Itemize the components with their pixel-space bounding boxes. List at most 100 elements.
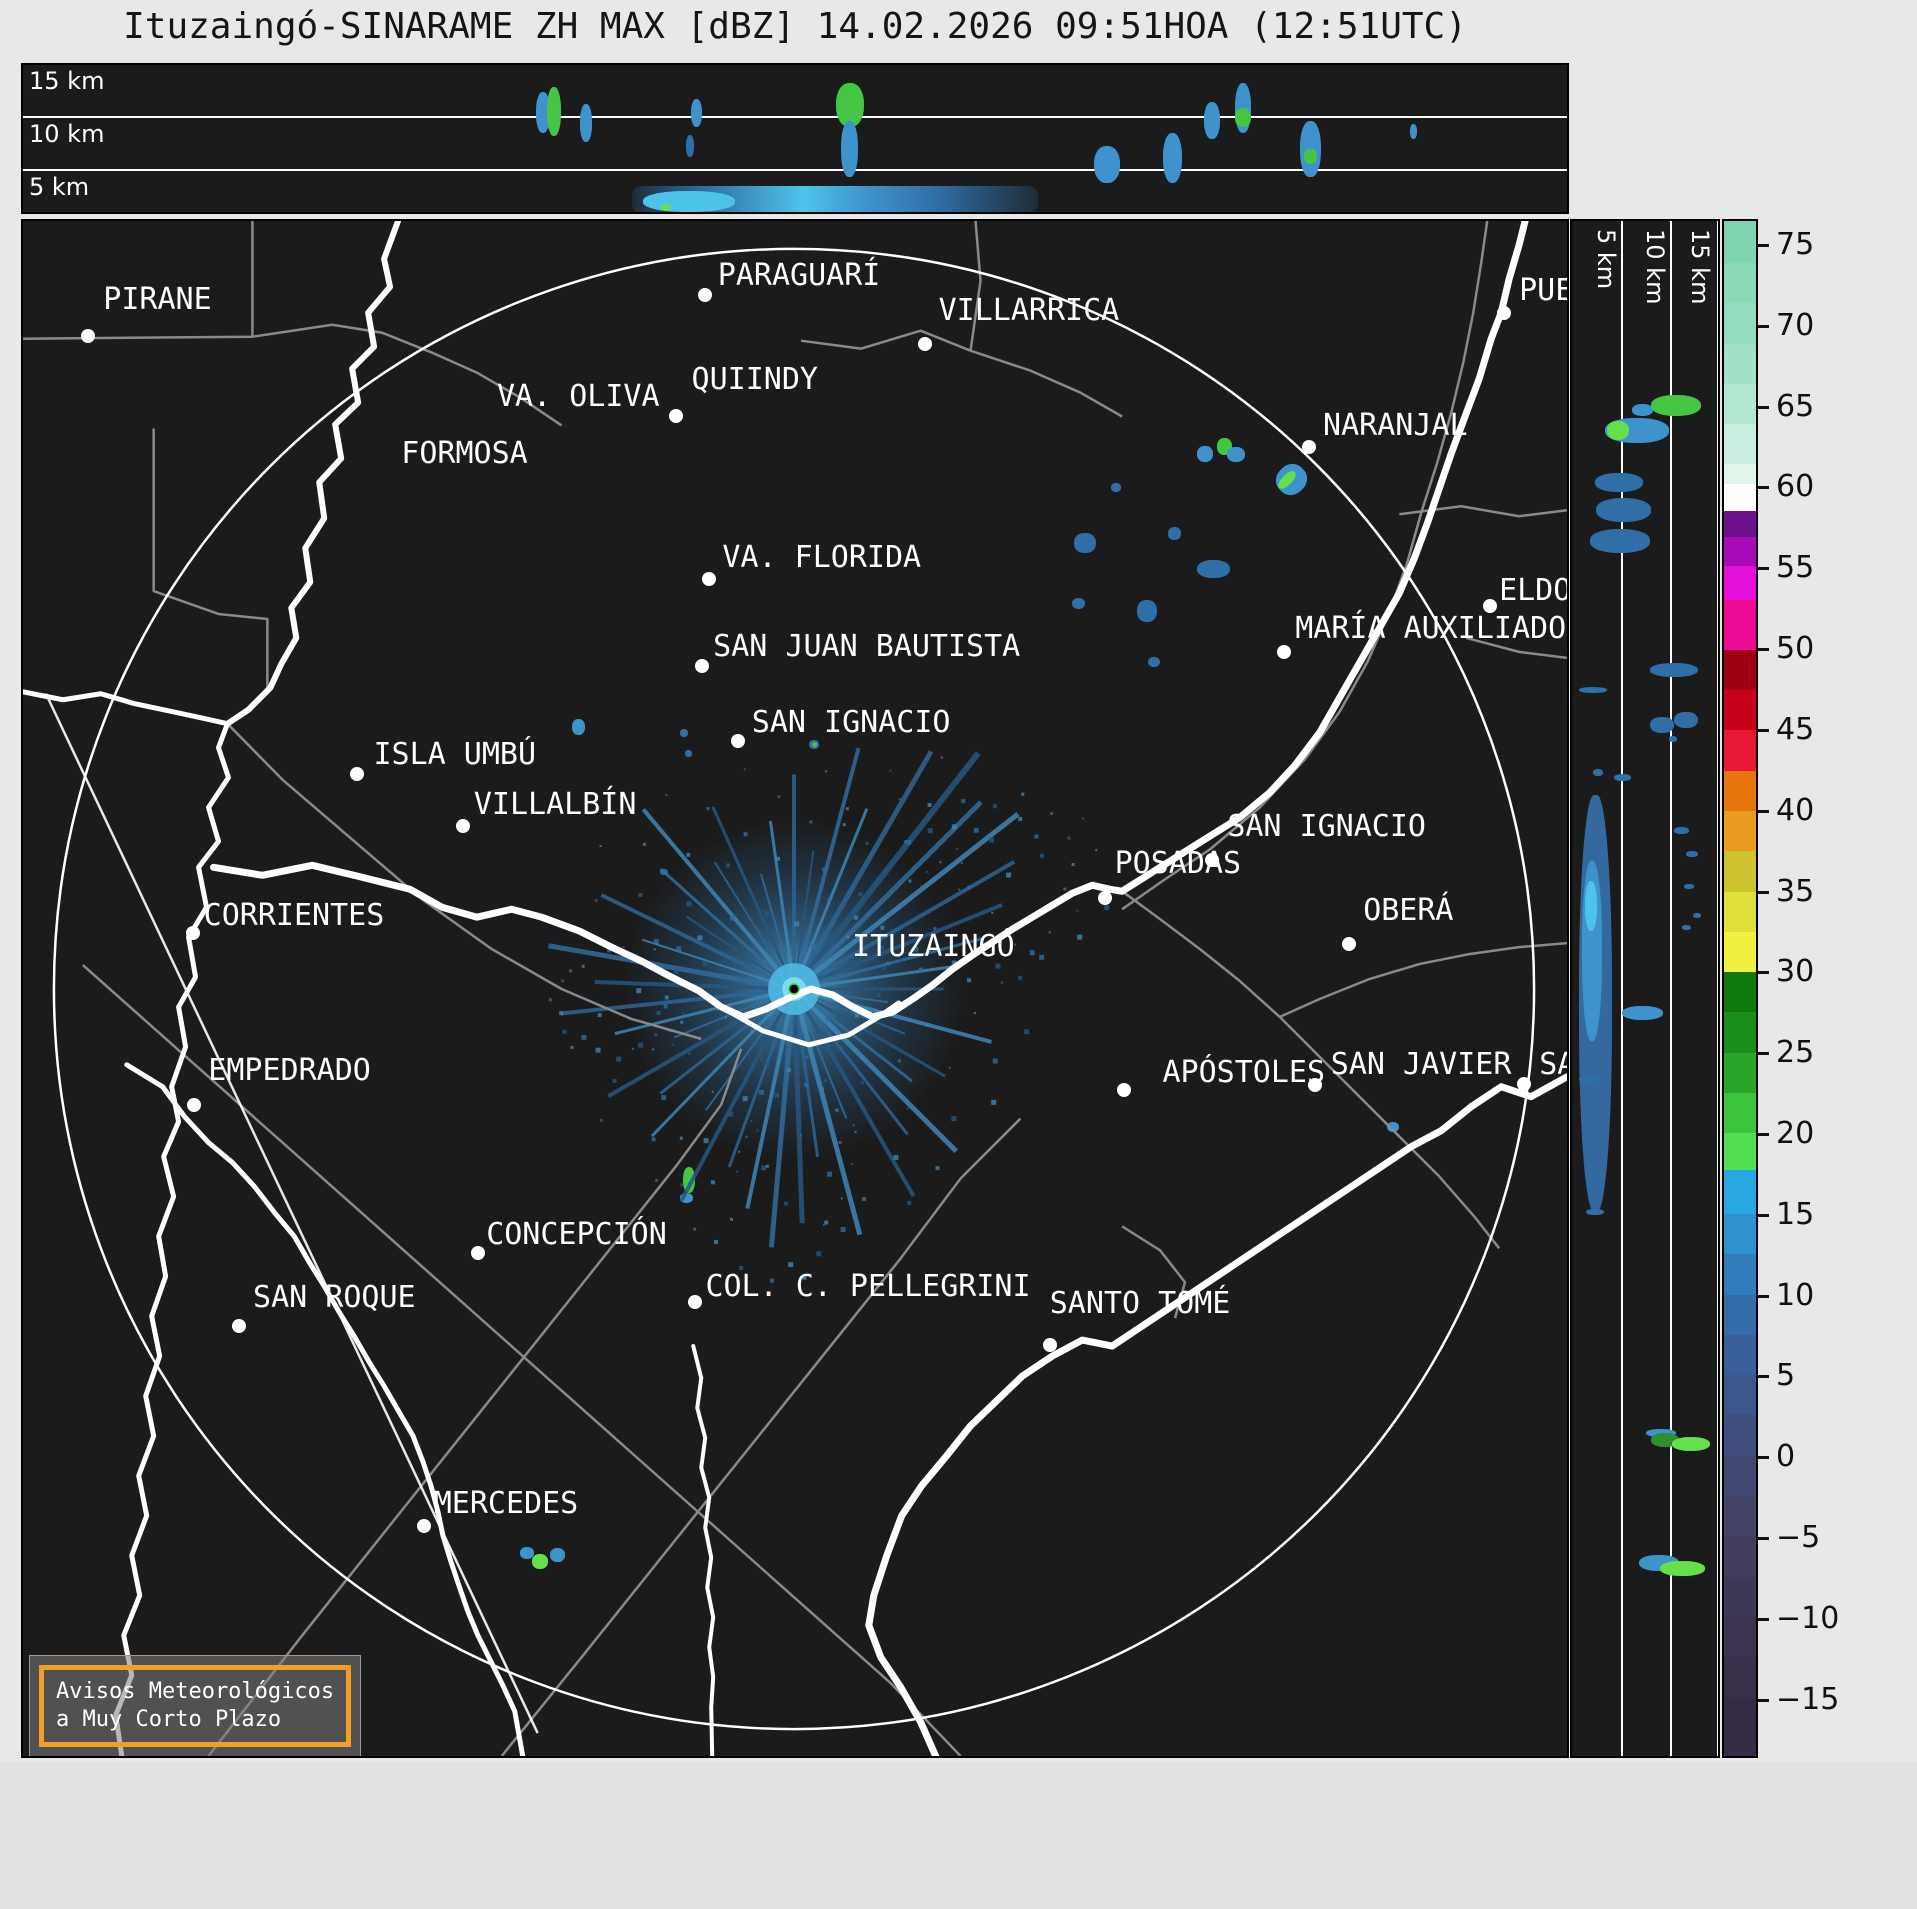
colorbar-tick-label: 55 bbox=[1776, 549, 1815, 585]
colorbar-segment bbox=[1724, 1170, 1756, 1214]
city-dot bbox=[456, 818, 471, 833]
radar-echo-cell bbox=[1651, 395, 1701, 416]
colorbar-segment bbox=[1724, 383, 1756, 425]
altitude-line-5km bbox=[23, 169, 1567, 171]
city-label: FORMOSA bbox=[401, 435, 528, 471]
colorbar-segment bbox=[1724, 810, 1756, 852]
radar-echo-cell bbox=[1094, 146, 1120, 183]
colorbar-segment bbox=[1724, 1536, 1756, 1577]
radar-echo-cell bbox=[1304, 149, 1317, 164]
city-label: ELDORADO bbox=[1499, 572, 1569, 608]
radar-site-marker bbox=[788, 983, 800, 995]
colorbar-segment bbox=[1724, 511, 1756, 537]
colorbar-segment bbox=[1724, 972, 1756, 1013]
city-label: OBERÁ bbox=[1363, 893, 1454, 929]
colorbar-tick bbox=[1758, 1294, 1769, 1298]
warning-text-line2: a Muy Corto Plazo bbox=[56, 1707, 282, 1732]
radar-echo-cell bbox=[685, 750, 692, 757]
altitude-label-5km-v: 5 km bbox=[1592, 229, 1620, 290]
colorbar-tick bbox=[1758, 809, 1769, 813]
colorbar-tick bbox=[1758, 1132, 1769, 1136]
colorbar-segment bbox=[1724, 1415, 1756, 1456]
colorbar-tick bbox=[1758, 324, 1769, 328]
city-label: VA. OLIVA bbox=[497, 379, 660, 415]
city-label: SAN IGNACIO bbox=[751, 704, 951, 740]
weather-warning-box: Avisos Meteorológicos a Muy Corto Plazo bbox=[29, 1655, 361, 1756]
radar-echo-cell bbox=[1607, 421, 1629, 440]
colorbar-tick bbox=[1758, 1456, 1769, 1460]
city-dot bbox=[917, 336, 932, 351]
radar-echo-cell bbox=[1590, 529, 1650, 553]
colorbar-segment bbox=[1724, 1093, 1756, 1134]
colorbar-segment bbox=[1724, 1213, 1756, 1255]
radar-echo-cell bbox=[1168, 527, 1181, 540]
colorbar-tick-label: 35 bbox=[1776, 873, 1815, 909]
colorbar-segment bbox=[1724, 424, 1756, 465]
radar-echo-cell bbox=[1682, 925, 1691, 930]
radar-echo-cell bbox=[1684, 884, 1694, 889]
colorbar-segment bbox=[1724, 483, 1756, 512]
colorbar-tick bbox=[1758, 1052, 1769, 1056]
city-label: MERCEDES bbox=[433, 1485, 579, 1521]
city-dot bbox=[1516, 1076, 1531, 1091]
radar-echo-cell bbox=[520, 1547, 534, 1559]
colorbar-segment bbox=[1724, 1697, 1756, 1756]
city-dot bbox=[1098, 890, 1113, 905]
dbz-colorbar-ticks: 75 70 65 60 55 50 45 40 35 30 25 20 15 10 5 0 −5 −10 −15 bbox=[1758, 219, 1916, 1758]
radar-echo-cell bbox=[680, 1193, 693, 1203]
colorbar-tick bbox=[1758, 648, 1769, 651]
colorbar-segment bbox=[1724, 1455, 1756, 1497]
city-dot bbox=[232, 1319, 247, 1334]
radar-echo-cell bbox=[1614, 774, 1631, 781]
radar-echo-cell bbox=[812, 742, 817, 747]
city-dot bbox=[1042, 1337, 1057, 1352]
colorbar-tick-label: 20 bbox=[1776, 1115, 1815, 1151]
radar-echo-cell bbox=[1579, 1075, 1598, 1083]
city-dot bbox=[1482, 599, 1497, 614]
colorbar-tick-label: 60 bbox=[1776, 469, 1815, 505]
footer: Servicio Meteorológico Nacional Argentin… bbox=[0, 1762, 1917, 1909]
radar-echo-cell bbox=[572, 719, 585, 735]
radar-echo-cell bbox=[1204, 102, 1220, 139]
colorbar-tick-label: 15 bbox=[1776, 1196, 1815, 1232]
colorbar-tick bbox=[1758, 1617, 1769, 1621]
city-dot bbox=[1302, 439, 1317, 454]
colorbar-tick-label: 30 bbox=[1776, 954, 1815, 990]
city-label: PARAGUARÍ bbox=[717, 257, 881, 293]
radar-echo-cell bbox=[680, 729, 688, 737]
colorbar-segment bbox=[1724, 1334, 1756, 1376]
radar-echo-cell bbox=[1693, 913, 1701, 918]
radar-echo-cell bbox=[1650, 663, 1698, 677]
radar-echo-cell bbox=[1650, 717, 1674, 733]
radar-echo-cell bbox=[661, 204, 671, 211]
city-dot bbox=[698, 287, 713, 302]
city-label: VA. FLORIDA bbox=[722, 540, 922, 576]
city-label: SAN JUAN BAUTISTA bbox=[713, 629, 1021, 665]
city-label: PUERTO bbox=[1519, 273, 1569, 309]
colorbar-tick bbox=[1758, 1213, 1769, 1217]
colorbar-segment bbox=[1724, 1496, 1756, 1537]
altitude-label-10km: 10 km bbox=[29, 120, 105, 148]
city-label: QUIINDY bbox=[691, 362, 818, 398]
colorbar-tick-label: −5 bbox=[1776, 1519, 1821, 1555]
city-label: SAN JAVIER bbox=[1330, 1046, 1512, 1082]
top-cross-section-panel: 15 km 10 km 5 km bbox=[21, 63, 1569, 214]
city-label: SANTO TOMÉ bbox=[1049, 1286, 1231, 1322]
radar-echo-cell bbox=[1585, 881, 1597, 931]
radar-echo-cell bbox=[547, 87, 561, 136]
colorbar-segment bbox=[1724, 1294, 1756, 1335]
rivers bbox=[23, 221, 1567, 1756]
warning-text-line1: Avisos Meteorológicos bbox=[56, 1679, 335, 1704]
colorbar-tick-label: −10 bbox=[1776, 1600, 1840, 1636]
altitude-line-10km-v bbox=[1670, 221, 1672, 1756]
colorbar-tick bbox=[1758, 1698, 1769, 1702]
colorbar-tick bbox=[1758, 728, 1769, 732]
colorbar-segment bbox=[1724, 1657, 1756, 1698]
city-label: VILLARRICA bbox=[938, 293, 1120, 329]
city-label: NARANJAL bbox=[1323, 408, 1468, 444]
radar-echo-cell bbox=[1072, 598, 1085, 609]
city-dot bbox=[1496, 306, 1511, 321]
city-label: EMPEDRADO bbox=[208, 1053, 371, 1089]
radar-echo-cell bbox=[550, 1548, 565, 1562]
colorbar-segment bbox=[1724, 1616, 1756, 1658]
